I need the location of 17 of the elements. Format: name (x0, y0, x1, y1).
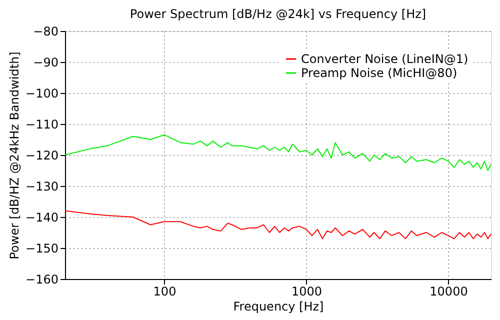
chart-title: Power Spectrum [dB/Hz @24k] vs Frequency [Hz] (130, 7, 426, 21)
x-axis-title: Frequency [Hz] (233, 300, 324, 314)
legend-label: Converter Noise (LineIN@1) (301, 52, 468, 66)
y-tick-label: −110 (26, 118, 58, 132)
y-axis-title: Power [dB/HZ @24kHz Bandwidth] (8, 52, 22, 260)
y-tick-label: −130 (26, 180, 58, 194)
y-tick-label: −140 (26, 210, 58, 224)
legend-label: Preamp Noise (MicHI@80) (301, 66, 458, 80)
y-tick-label: −90 (33, 56, 58, 70)
y-tick-label: −100 (26, 86, 58, 100)
x-tick-label: 10000 (430, 284, 468, 298)
x-tick-label: 1000 (291, 284, 322, 298)
y-tick-label: −80 (33, 24, 58, 38)
y-tick-label: −120 (26, 148, 58, 162)
y-tick-label: −150 (26, 242, 58, 256)
y-tick-label: −160 (26, 272, 58, 286)
x-tick-label: 100 (153, 284, 176, 298)
